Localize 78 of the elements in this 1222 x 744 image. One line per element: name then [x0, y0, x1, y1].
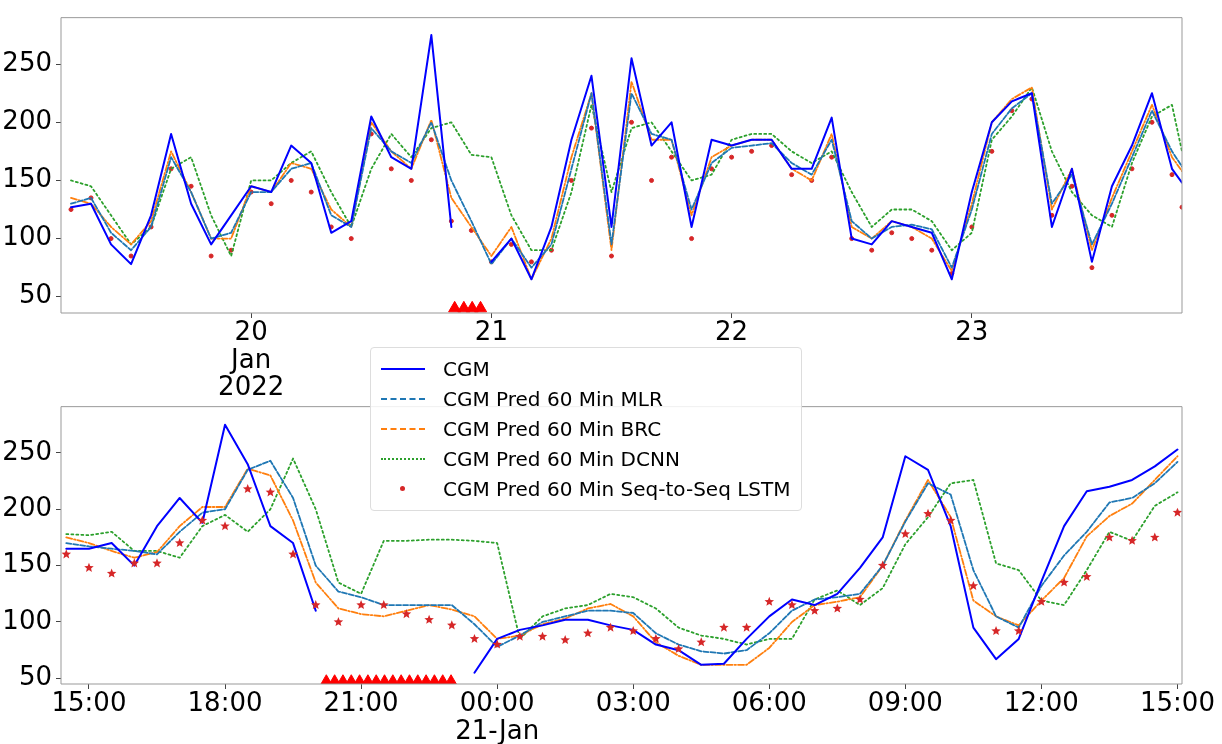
point [560, 635, 570, 645]
point [583, 628, 593, 638]
point [1082, 571, 1092, 581]
y-tick-label: 200 [2, 105, 52, 136]
point [333, 616, 344, 627]
y-tick-label: 150 [2, 163, 52, 194]
point [469, 633, 480, 643]
y-tick-label: 250 [2, 435, 52, 466]
point [968, 580, 979, 590]
point [356, 600, 366, 610]
legend-label: CGM Pred 60 Min MLR [443, 387, 663, 411]
point [129, 558, 140, 568]
legend-label: CGM [443, 357, 490, 381]
x-tick-label: 00:00 21-Jan [455, 687, 540, 744]
point [855, 594, 865, 604]
x-tick-label: 18:00 [187, 687, 263, 718]
point [764, 596, 775, 606]
point [651, 633, 661, 643]
x-tick-label: 03:00 [595, 687, 671, 718]
point [424, 614, 434, 624]
point [741, 622, 752, 632]
y-tick-label: 250 [2, 46, 52, 77]
point [719, 622, 729, 632]
y-tick-label: 50 [18, 661, 52, 692]
point [1172, 507, 1183, 517]
point [923, 508, 933, 518]
x-tick-label: 15:00 [51, 687, 127, 718]
point [401, 609, 412, 619]
point [673, 644, 684, 654]
x-tick-label: 23 [955, 316, 989, 347]
point [605, 622, 616, 632]
point [1104, 532, 1115, 542]
x-tick-label: 15:00 [1140, 687, 1215, 718]
x-tick-label: 12:00 [1003, 687, 1079, 718]
legend-label: CGM Pred 60 Min BRC [443, 417, 662, 441]
point [1013, 626, 1024, 636]
point [288, 549, 298, 559]
y-tick-label: 100 [2, 604, 52, 635]
point [447, 620, 457, 630]
point [877, 560, 888, 570]
x-tick-label: 22 [715, 316, 749, 347]
x-tick-label: 21 [474, 316, 508, 347]
point [991, 626, 1001, 636]
point [1059, 577, 1069, 587]
point [696, 637, 706, 647]
legend-label: CGM Pred 60 Min Seq-to-Seq LSTM [443, 477, 791, 501]
point [537, 631, 548, 641]
point [220, 521, 230, 531]
point [265, 487, 276, 497]
point [174, 538, 185, 548]
point [61, 549, 72, 559]
point [310, 600, 321, 610]
point [832, 603, 843, 613]
x-tick-label: 06:00 [731, 687, 807, 718]
point [515, 631, 525, 641]
point [628, 626, 638, 636]
point [945, 515, 956, 525]
y-tick-label: 50 [18, 279, 52, 310]
point [379, 600, 389, 610]
point [1036, 596, 1047, 606]
x-tick-label: 09:00 [867, 687, 943, 718]
point [1150, 532, 1160, 542]
point [242, 483, 253, 493]
point [492, 639, 502, 649]
point [787, 600, 797, 610]
point [1127, 535, 1137, 545]
x-tick-label: 21:00 [323, 687, 399, 718]
point [900, 529, 911, 539]
y-tick-label: 150 [2, 548, 52, 579]
point [84, 562, 94, 572]
point [152, 558, 162, 568]
point [106, 568, 117, 578]
legend-label: CGM Pred 60 Min DCNN [443, 447, 680, 471]
y-tick-label: 100 [2, 221, 52, 252]
y-tick-label: 200 [2, 492, 52, 522]
point [197, 515, 208, 525]
point [809, 605, 820, 615]
x-tick-label: 20 Jan 2022 [218, 316, 285, 401]
